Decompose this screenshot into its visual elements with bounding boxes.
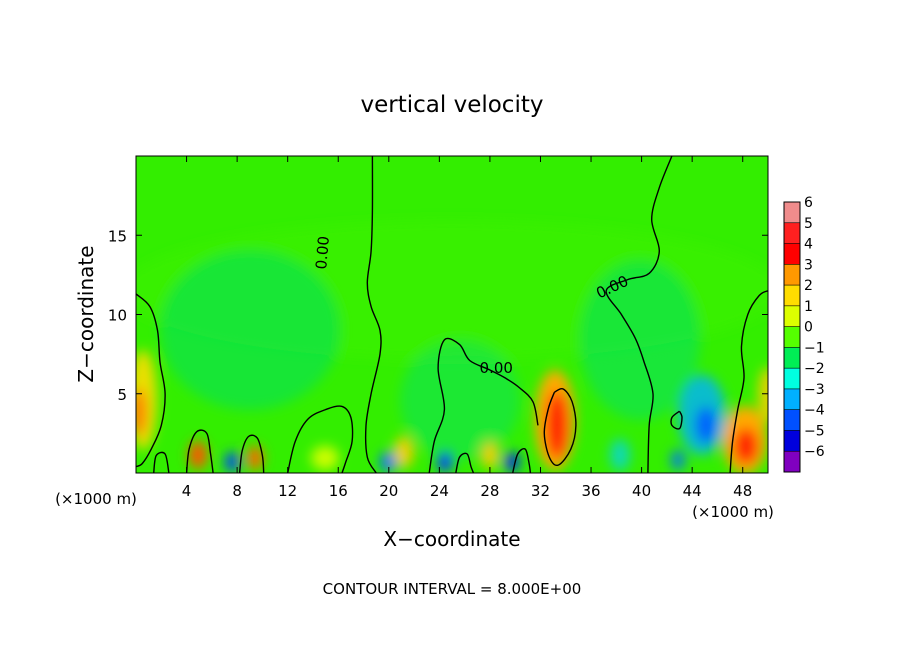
field-patch-47-core	[734, 428, 758, 464]
colorbar-label: −4	[804, 403, 825, 419]
colorbar-swatch	[784, 451, 800, 473]
contour-line	[670, 410, 683, 430]
contour-line	[729, 290, 768, 473]
chart-title: vertical velocity	[361, 92, 544, 118]
field-patch-right-edge	[758, 367, 768, 423]
colorbar-label: −5	[804, 423, 825, 439]
colorbar-label: −6	[804, 444, 825, 460]
colorbar-swatch	[784, 326, 800, 348]
colorbar-label: 3	[804, 257, 813, 273]
colorbar-swatch	[784, 347, 800, 369]
field-patch-left-core	[136, 388, 146, 436]
contour-lines	[136, 156, 768, 473]
contour-line	[153, 451, 170, 473]
colorbar-label: −3	[804, 382, 825, 398]
field-patch-28-positive	[481, 441, 499, 469]
x-axis-label: X−coordinate	[383, 527, 520, 551]
colorbar: 6 5 4 3 2 1 0 −1 −2 −3 −4 −5 −6	[783, 195, 825, 473]
x-tick-label: 32	[531, 482, 550, 500]
colorbar-swatch	[784, 243, 800, 265]
field-patch-25-negative	[437, 452, 453, 472]
x-unit-left: (×1000 m)	[55, 490, 137, 508]
colorbar-swatch	[784, 388, 800, 411]
x-tick-label: 44	[683, 482, 702, 500]
x-tick-label: 16	[329, 482, 348, 500]
colorbar-label: 6	[804, 195, 813, 211]
x-tick-label: 20	[379, 482, 398, 500]
colorbar-swatch	[784, 264, 800, 286]
x-tick-label: 48	[733, 482, 752, 500]
contour-line	[543, 387, 577, 467]
contour-line	[512, 448, 532, 473]
x-tick-label: 12	[278, 482, 297, 500]
x-axis: 4 8 12 16 20 24 28 32 36 40 44 48	[182, 156, 752, 500]
contour-line	[428, 337, 539, 473]
field-patch-west-negative	[160, 250, 340, 410]
x-tick-label: 28	[480, 482, 499, 500]
contour-label: 0.00	[312, 235, 333, 270]
colorbar-swatch	[784, 409, 800, 431]
contour-line	[287, 405, 354, 473]
colorbar-swatch	[784, 285, 800, 307]
field-patch-44-core	[696, 407, 716, 443]
x-tick-label: 8	[232, 482, 242, 500]
velocity-field	[136, 220, 768, 473]
colorbar-swatch	[784, 202, 800, 224]
field-patch-9-positive	[247, 446, 263, 470]
x-unit-right: (×1000 m)	[692, 503, 774, 521]
field-patch-36-negative	[610, 439, 630, 471]
contour-line	[136, 293, 166, 468]
y-axis-label: Z−coordinate	[74, 245, 98, 382]
colorbar-label: 1	[804, 299, 813, 315]
colorbar-label: 2	[804, 278, 813, 294]
field-patch-22-positive	[394, 436, 414, 468]
x-tick-label: 4	[182, 482, 192, 500]
colorbar-swatch	[784, 430, 800, 452]
colorbar-label: 5	[804, 216, 813, 232]
x-tick-label: 36	[581, 482, 600, 500]
colorbar-label: 4	[804, 237, 813, 253]
x-tick-label: 24	[430, 482, 449, 500]
colorbar-swatch	[784, 305, 800, 328]
field-patch-33-core	[546, 391, 568, 459]
colorbar-label: −1	[804, 340, 825, 356]
field-patch-8-negative	[225, 452, 239, 472]
contour-line	[455, 452, 475, 473]
y-axis: 5 10 15	[108, 227, 768, 404]
colorbar-label: −2	[804, 361, 825, 377]
field-patch-20-negative	[380, 452, 396, 472]
y-tick-label: 15	[108, 227, 127, 245]
field-patch-5-positive	[189, 441, 207, 469]
plot-area: 0.000.000.00	[136, 156, 768, 473]
contour-interval-note: CONTOUR INTERVAL = 8.000E+00	[323, 580, 582, 598]
y-tick-label: 10	[108, 307, 127, 325]
contour-line	[238, 434, 265, 473]
colorbar-swatch	[784, 222, 800, 245]
contour-label: 0.00	[480, 359, 513, 377]
colorbar-swatch	[784, 368, 800, 390]
contour-line	[605, 156, 673, 473]
y-tick-label: 5	[117, 386, 127, 404]
contour-line	[364, 156, 382, 473]
x-tick-label: 40	[632, 482, 651, 500]
field-patch-42-negative	[671, 450, 685, 470]
colorbar-label: 0	[804, 320, 813, 336]
field-patch-14-positive	[311, 446, 339, 470]
contour-line	[185, 429, 214, 473]
